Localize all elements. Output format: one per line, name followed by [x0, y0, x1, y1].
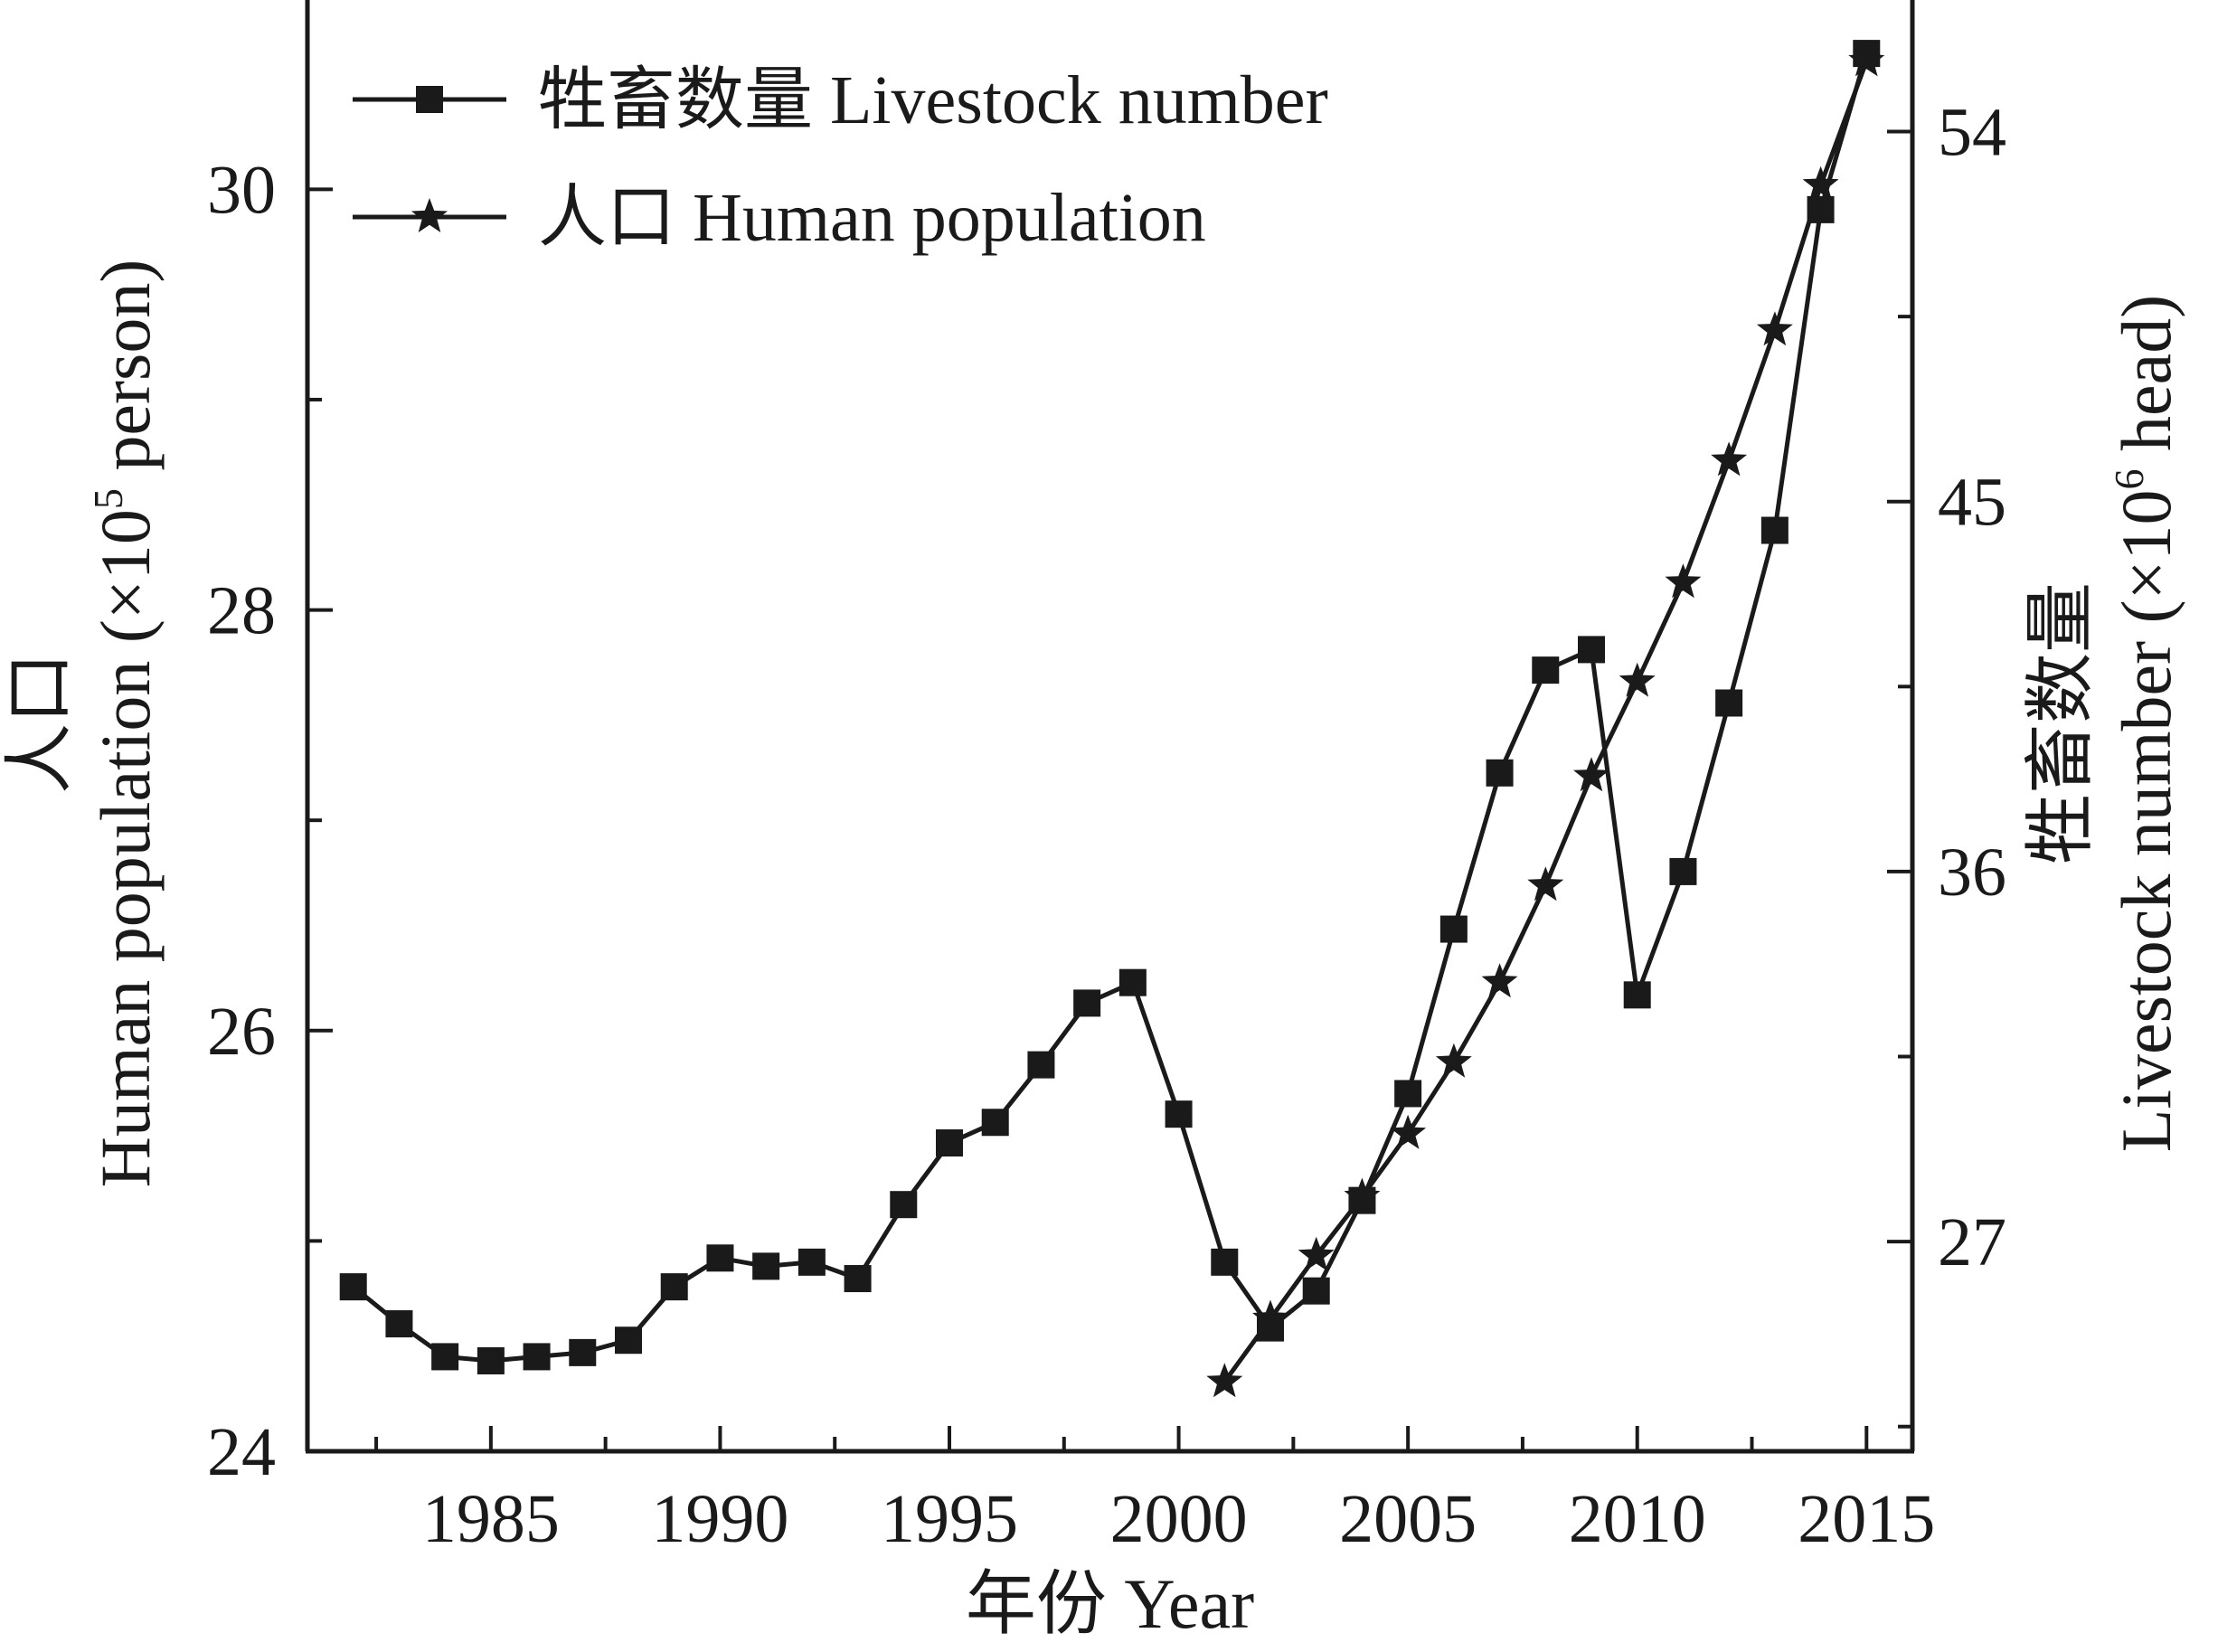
square-marker — [981, 1109, 1009, 1137]
star-marker — [1252, 1299, 1288, 1335]
star-marker — [1344, 1177, 1381, 1213]
square-marker — [752, 1252, 780, 1280]
y-left-tick-label: 24 — [207, 1414, 276, 1490]
series-human-population — [1206, 42, 1885, 1398]
square-marker — [1439, 915, 1468, 943]
square-marker — [1211, 1248, 1239, 1276]
y-right-title-exponent: 6 — [2106, 468, 2152, 489]
square-marker — [1302, 1277, 1330, 1305]
star-marker — [1206, 1363, 1243, 1398]
y-left-title-exponent: 5 — [85, 488, 131, 509]
series-layer — [339, 40, 1885, 1398]
legend-square-marker — [416, 86, 443, 113]
series-line — [352, 52, 1869, 1364]
y-right-axis-title: 牲畜数量 Livestock number (×106 head) — [2021, 295, 2185, 1153]
square-marker — [936, 1128, 963, 1156]
x-tick-label: 1995 — [881, 1481, 1018, 1557]
star-marker — [1481, 963, 1518, 998]
square-marker — [477, 1346, 505, 1374]
star-marker — [1848, 42, 1885, 77]
star-marker — [1435, 1043, 1472, 1078]
square-marker — [569, 1338, 597, 1366]
y-left-title-main: Human population (×10 — [86, 509, 165, 1187]
y-right-title-main: Livestock number (×10 — [2107, 489, 2185, 1152]
plot-frame — [305, 0, 1915, 1454]
square-marker — [1394, 1080, 1422, 1108]
square-marker — [706, 1244, 734, 1272]
square-marker — [1715, 689, 1743, 717]
x-tick-label: 1990 — [651, 1481, 788, 1557]
y-left-title-tail: person) — [86, 260, 165, 488]
square-marker — [615, 1326, 642, 1355]
square-marker — [798, 1248, 826, 1276]
square-marker — [1027, 1051, 1055, 1079]
axis-labels: 年份 Year 人口 Human population (×105 person) 牲… — [0, 260, 2185, 1643]
legend-item: 牲畜数量 Livestock number — [353, 62, 1328, 138]
square-marker — [1073, 989, 1101, 1017]
series-livestock-number — [339, 40, 1881, 1374]
legend-item: 人口 Human population — [353, 180, 1206, 256]
square-marker — [890, 1191, 918, 1219]
y-right-tick-label: 27 — [1938, 1204, 2006, 1280]
x-tick-label: 2010 — [1569, 1481, 1706, 1557]
x-tick-label: 2015 — [1798, 1481, 1935, 1557]
y-right-tick-label: 54 — [1938, 94, 2006, 170]
y-left-axis-title: 人口 Human population (×105 person) — [0, 260, 165, 1188]
legend-label: 人口 Human population — [538, 180, 1206, 256]
y-right-tick-label: 45 — [1938, 465, 2006, 541]
square-marker — [1760, 516, 1789, 544]
square-marker — [431, 1343, 459, 1371]
legend-label: 牲畜数量 Livestock number — [538, 62, 1328, 138]
x-axis-title: 年份 Year — [966, 1564, 1254, 1643]
y-right-tick-label: 36 — [1938, 835, 2006, 911]
star-marker — [1298, 1236, 1335, 1271]
star-marker — [1665, 563, 1702, 599]
legend: 牲畜数量 Livestock number 人口 Human population — [353, 62, 1328, 256]
square-marker — [523, 1343, 551, 1371]
square-marker — [1486, 759, 1514, 787]
square-marker — [844, 1265, 872, 1293]
y-right-title-tail: head) — [2107, 295, 2185, 469]
y-left-tick-label: 28 — [207, 573, 276, 649]
star-marker — [1802, 165, 1839, 201]
x-tick-label: 2005 — [1339, 1481, 1477, 1557]
star-marker — [1573, 757, 1609, 792]
square-marker — [1165, 1100, 1193, 1128]
y-left-tick-label: 30 — [207, 152, 276, 228]
x-tick-label: 2000 — [1110, 1481, 1248, 1557]
square-marker — [660, 1273, 688, 1301]
x-tick-label: 1985 — [422, 1481, 560, 1557]
series-line — [1222, 60, 1869, 1383]
axis-ticks: 1985 1990 1995 2000 2005 2010 2015 24 26 28 30 27 36… — [207, 94, 2006, 1557]
square-marker — [1578, 636, 1605, 664]
y-left-tick-label: 26 — [207, 994, 276, 1070]
star-marker — [1527, 866, 1564, 902]
square-marker — [385, 1310, 413, 1338]
square-marker — [1669, 857, 1697, 885]
star-marker — [1619, 662, 1656, 697]
legend-star-marker — [411, 198, 448, 232]
square-marker — [1623, 981, 1651, 1009]
square-marker — [1532, 656, 1560, 684]
star-marker — [1390, 1114, 1427, 1149]
square-marker — [339, 1273, 367, 1301]
star-marker — [1711, 441, 1748, 477]
y-right-title-cn: 牲畜数量 — [2021, 582, 2100, 864]
y-left-title-en: Human population (×105 person) — [85, 260, 165, 1188]
square-marker — [1118, 968, 1147, 996]
y-right-title-en: Livestock number (×106 head) — [2106, 295, 2185, 1153]
star-marker — [1756, 311, 1793, 346]
y-left-title-cn: 人口 — [0, 653, 79, 794]
